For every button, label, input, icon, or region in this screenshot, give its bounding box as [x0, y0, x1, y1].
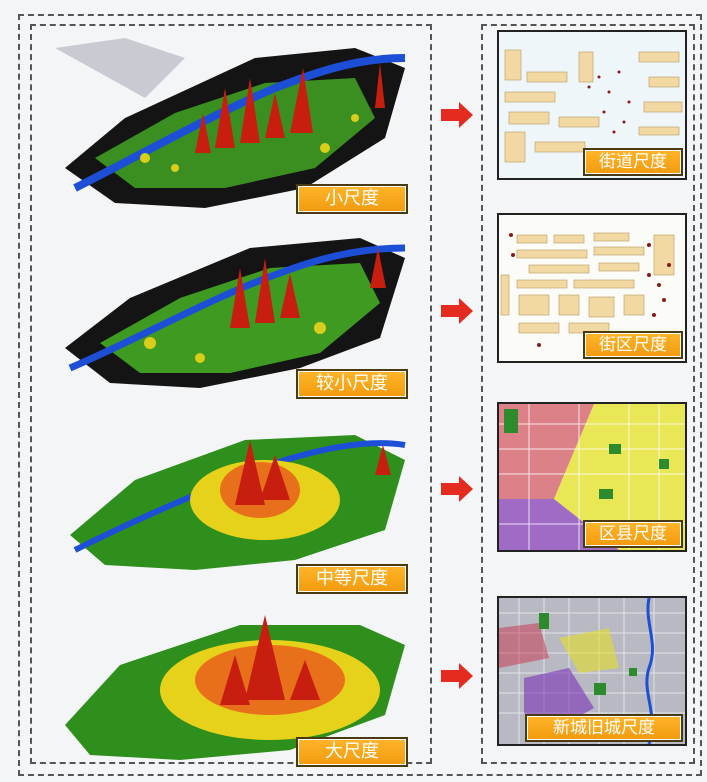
map-street-scale: 街道尺度	[497, 30, 687, 180]
label-small-scale: 小尺度	[296, 184, 408, 214]
map-new-old-city-scale: 新城旧城尺度	[497, 596, 687, 746]
label-medium-scale: 中等尺度	[296, 564, 408, 594]
right-arrow-icon	[441, 102, 473, 128]
right-panel-frame	[481, 24, 695, 764]
right-arrow-icon	[441, 476, 473, 502]
label-large-scale: 大尺度	[296, 737, 408, 767]
label-new-old-city-scale: 新城旧城尺度	[525, 714, 683, 742]
surface-small-scale	[55, 38, 415, 208]
surface-smaller-scale	[60, 228, 410, 388]
right-arrow-icon	[441, 663, 473, 689]
label-district-scale: 区县尺度	[583, 520, 683, 548]
outer-frame	[18, 14, 702, 776]
label-block-scale: 街区尺度	[583, 331, 683, 359]
map-district-scale: 区县尺度	[497, 402, 687, 552]
surface-medium-scale	[65, 420, 410, 570]
left-panel-frame	[30, 24, 432, 764]
map-block-scale: 街区尺度	[497, 213, 687, 363]
label-smaller-scale: 较小尺度	[296, 369, 408, 399]
surface-large-scale	[60, 605, 410, 760]
right-arrow-icon	[441, 298, 473, 324]
label-street-scale: 街道尺度	[583, 148, 683, 176]
